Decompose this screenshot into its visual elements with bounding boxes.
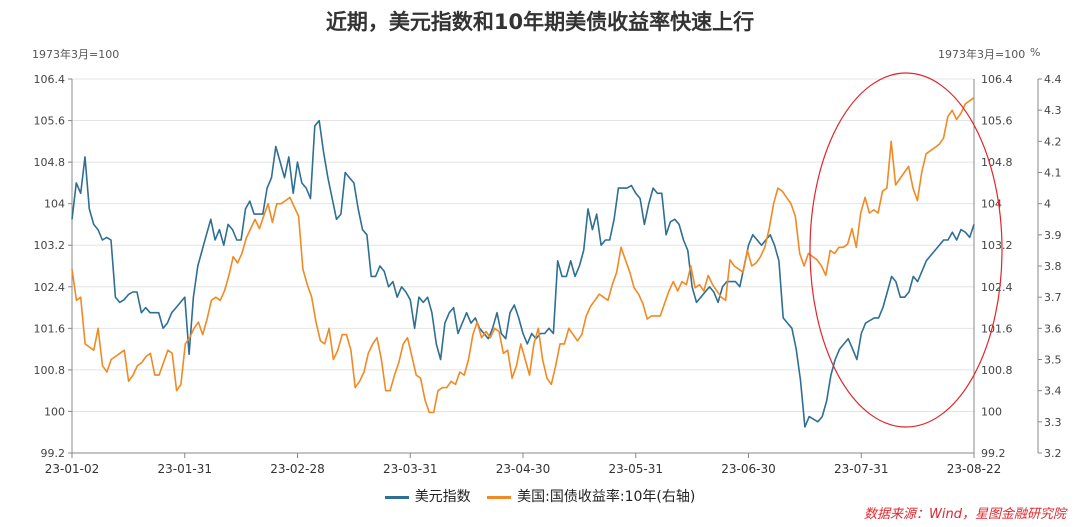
right-tick-label: 4 [1044, 198, 1051, 211]
right-tick-label: 4.2 [1044, 135, 1062, 148]
data-source: 数据来源：Wind，星图金融研究院 [864, 507, 1066, 522]
highlight-ellipse [809, 72, 1003, 428]
right-left-scale-tick-label: 102.4 [981, 281, 1013, 294]
legend-item-dollar-index: 美元指数 [384, 486, 471, 506]
left-tick-label: 104 [44, 198, 65, 211]
right-left-scale-tick-label: 106.4 [981, 73, 1013, 86]
legend: 美元指数 美国:国债收益率:10年(右轴) [0, 486, 1080, 506]
left-tick-label: 99.2 [41, 447, 66, 460]
x-tick-label: 23-03-31 [383, 462, 437, 476]
left-tick-label: 100 [44, 405, 65, 418]
right-tick-label: 3.3 [1044, 416, 1062, 429]
left-tick-label: 103.2 [34, 239, 66, 252]
right-tick-label: 3.7 [1044, 291, 1062, 304]
left-tick-label: 101.6 [34, 322, 66, 335]
x-tick-label: 23-05-31 [609, 462, 663, 476]
right-left-scale-tick-label: 100 [981, 405, 1002, 418]
x-tick-label: 23-01-31 [158, 462, 212, 476]
right-tick-label: 4.3 [1044, 104, 1062, 117]
series-line-treasury-yield [71, 97, 975, 414]
right-tick-label: 3.9 [1044, 229, 1062, 242]
right-left-scale-tick-label: 99.2 [981, 447, 1006, 460]
left-tick-label: 100.8 [34, 364, 66, 377]
x-tick-label: 23-04-30 [496, 462, 550, 476]
legend-item-treasury-yield: 美国:国债收益率:10年(右轴) [487, 486, 695, 506]
series-line-dollar-index [71, 119, 975, 428]
left-tick-label: 106.4 [34, 73, 66, 86]
right-tick-label: 3.4 [1044, 385, 1062, 398]
x-tick-label: 23-01-02 [45, 462, 99, 476]
right-left-scale-tick-label: 105.6 [981, 115, 1013, 128]
right-left-scale-tick-label: 101.6 [981, 322, 1013, 335]
legend-swatch-treasury-yield [487, 495, 512, 499]
x-tick-label: 23-07-31 [834, 462, 888, 476]
chart-title: 近期，美元指数和10年期美债收益率快速上行 [325, 10, 755, 34]
right-tick-label: 3.8 [1044, 260, 1062, 273]
x-tick-label: 23-08-22 [947, 462, 1001, 476]
right-tick-label: 4.4 [1044, 73, 1062, 86]
right-axis-percent-unit: % [1030, 46, 1041, 59]
left-tick-label: 102.4 [34, 281, 66, 294]
right-axis-unit: 1973年3月=100 [938, 48, 1026, 61]
right-left-scale-tick-label: 104.8 [981, 156, 1013, 169]
left-tick-label: 105.6 [34, 115, 66, 128]
right-left-scale-tick-label: 103.2 [981, 239, 1013, 252]
right-left-scale-tick-label: 104 [981, 198, 1002, 211]
legend-swatch-dollar-index [384, 495, 409, 499]
left-tick-label: 104.8 [34, 156, 66, 169]
x-tick-label: 23-02-28 [270, 462, 324, 476]
legend-label-dollar-index: 美元指数 [414, 489, 471, 505]
right-tick-label: 4.1 [1044, 167, 1062, 180]
x-tick-label: 23-06-30 [721, 462, 775, 476]
right-tick-label: 3.5 [1044, 354, 1062, 367]
right-tick-label: 3.2 [1044, 447, 1062, 460]
right-tick-label: 3.6 [1044, 322, 1062, 335]
right-left-scale-tick-label: 100.8 [981, 364, 1013, 377]
legend-label-treasury-yield: 美国:国债收益率:10年(右轴) [517, 489, 696, 505]
left-axis-unit: 1973年3月=100 [32, 48, 120, 61]
